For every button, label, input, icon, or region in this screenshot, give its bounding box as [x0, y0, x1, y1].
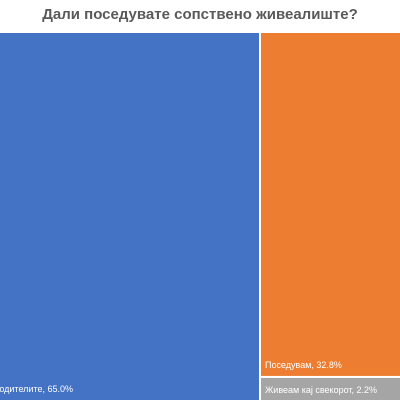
tile-live-with-in-laws: [261, 377, 400, 400]
tile-live-with-parents: [0, 33, 259, 400]
tile-live-with-in-laws-label: Живеам кај свекорот, 2.2%: [265, 385, 377, 395]
tile-live-with-parents-label: Живеам кај родителите, 65.0%: [0, 384, 73, 394]
tile-own-label: Поседувам, 32.8%: [265, 360, 342, 370]
chart-title: Дали поседувате сопствено живеалиште?: [42, 6, 358, 23]
tile-own: [261, 33, 400, 376]
